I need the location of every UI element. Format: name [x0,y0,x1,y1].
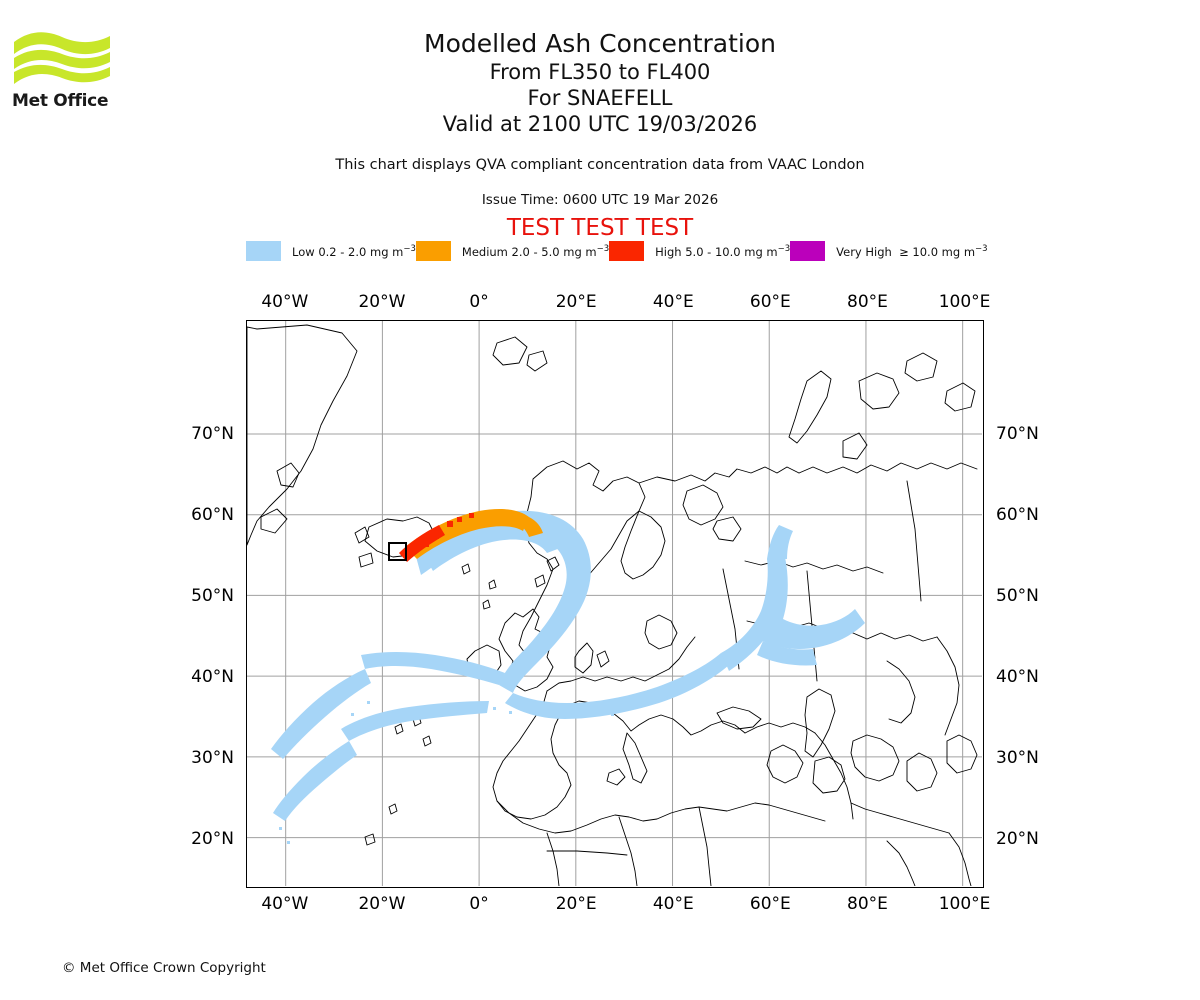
map-plot-frame [246,320,984,888]
lon-label-bottom-0: 40°W [261,894,309,914]
lat-label-left-5: 20°N [191,829,234,850]
ash-plume-high-concentration [399,513,474,562]
lon-label-top-3: 20°E [555,292,597,312]
lon-label-bottom-7: 100°E [938,894,991,914]
lon-label-bottom-6: 80°E [847,894,888,914]
legend-item-medium: Medium 2.0 - 5.0 mg m−3 [415,240,610,262]
lat-label-left-0: 70°N [191,423,234,444]
lat-label-right-0: 70°N [996,423,1039,444]
concentration-legend: Low 0.2 - 2.0 mg m−3 Medium 2.0 - 5.0 mg… [246,240,988,262]
legend-label-medium: Medium 2.0 - 5.0 mg m−3 [461,243,610,259]
lon-label-top-1: 20°W [358,292,406,312]
test-banner: TEST TEST TEST [506,215,694,241]
lat-label-right-2: 50°N [996,585,1039,606]
lat-label-right-5: 20°N [996,829,1039,850]
lat-label-left-3: 40°N [191,667,234,688]
lon-label-top-7: 100°E [938,292,991,312]
lat-label-right-4: 30°N [996,748,1039,769]
lon-label-bottom-2: 0° [469,894,489,914]
lon-label-bottom-5: 60°E [749,894,791,914]
lon-label-top-5: 60°E [749,292,791,312]
volcano-source-marker [388,542,407,561]
valid-time-subtitle: Valid at 2100 UTC 19/03/2026 [442,112,758,136]
lon-label-top-4: 40°E [652,292,694,312]
lat-label-right-3: 40°N [996,667,1039,688]
ash-plume-medium-concentration [405,509,543,559]
chart-description: This chart displays QVA compliant concen… [335,157,865,173]
lon-label-bottom-4: 40°E [652,894,694,914]
legend-label-very-high: Very High ≥ 10.0 mg m−3 [836,243,988,259]
ash-concentration-map[interactable] [246,320,984,888]
lat-label-left-2: 50°N [191,585,234,606]
lon-label-bottom-3: 20°E [555,894,597,914]
chart-title-block: Modelled Ash Concentration From FL350 to… [0,28,1200,137]
legend-swatch-medium [415,241,451,261]
met-office-waves-icon [14,32,110,84]
map-gridlines [247,321,982,886]
lon-label-top-0: 40°W [261,292,309,312]
lon-label-bottom-1: 20°W [358,894,406,914]
lon-label-top-6: 80°E [847,292,888,312]
flight-level-subtitle: From FL350 to FL400 [489,60,711,84]
legend-item-low: Low 0.2 - 2.0 mg m−3 [246,240,416,262]
lon-label-top-2: 0° [469,292,489,312]
legend-label-low: Low 0.2 - 2.0 mg m−3 [292,243,416,259]
page-title: Modelled Ash Concentration [424,29,776,58]
legend-swatch-high [609,241,645,261]
lat-label-left-1: 60°N [191,504,234,525]
legend-swatch-very-high [790,241,826,261]
issue-time: Issue Time: 0600 UTC 19 Mar 2026 [481,192,719,208]
legend-label-high: High 5.0 - 10.0 mg m−3 [655,243,791,259]
volcano-subtitle: For SNAEFELL [527,86,673,110]
ash-plume-low-concentration [271,510,865,844]
copyright-notice: © Met Office Crown Copyright [62,960,266,976]
map-coastlines [247,324,978,886]
map-canvas [247,321,982,886]
legend-swatch-low [246,241,281,261]
legend-item-high: High 5.0 - 10.0 mg m−3 [609,240,790,262]
lat-label-right-1: 60°N [996,504,1039,525]
met-office-logo: Met Office [12,28,122,113]
legend-item-very-high: Very High ≥ 10.0 mg m−3 [790,240,988,262]
lat-label-left-4: 30°N [191,748,234,769]
met-office-logo-text: Met Office [12,91,109,111]
